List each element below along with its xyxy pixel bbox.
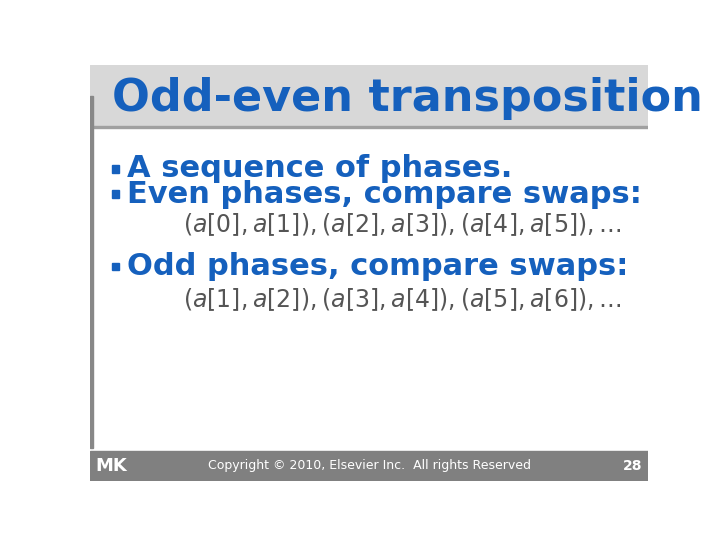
Text: $(a[1],a[2]),(a[3],a[4]),(a[5],a[6]),\ldots$: $(a[1],a[2]),(a[3],a[4]),(a[5],a[6]),\ld… [183,286,621,313]
Bar [112,165,120,173]
Text: Odd phases, compare swaps:: Odd phases, compare swaps: [127,252,629,281]
Text: A sequence of phases.: A sequence of phases. [127,154,513,183]
Text: 28: 28 [623,459,642,473]
Bar [90,451,648,481]
Text: MK: MK [96,457,127,475]
Text: Copyright © 2010, Elsevier Inc.  All rights Reserved: Copyright © 2010, Elsevier Inc. All righ… [207,460,531,472]
Bar [112,190,120,198]
Bar [90,126,648,128]
Bar [90,65,648,126]
Text: $(a[0],a[1]),(a[2],a[3]),(a[4],a[5]),\ldots$: $(a[0],a[1]),(a[2],a[3]),(a[4],a[5]),\ld… [183,211,621,238]
Text: Odd-even transposition sort: Odd-even transposition sort [112,77,720,120]
Text: Even phases, compare swaps:: Even phases, compare swaps: [127,180,642,208]
Bar [112,262,120,271]
Bar [90,96,93,448]
